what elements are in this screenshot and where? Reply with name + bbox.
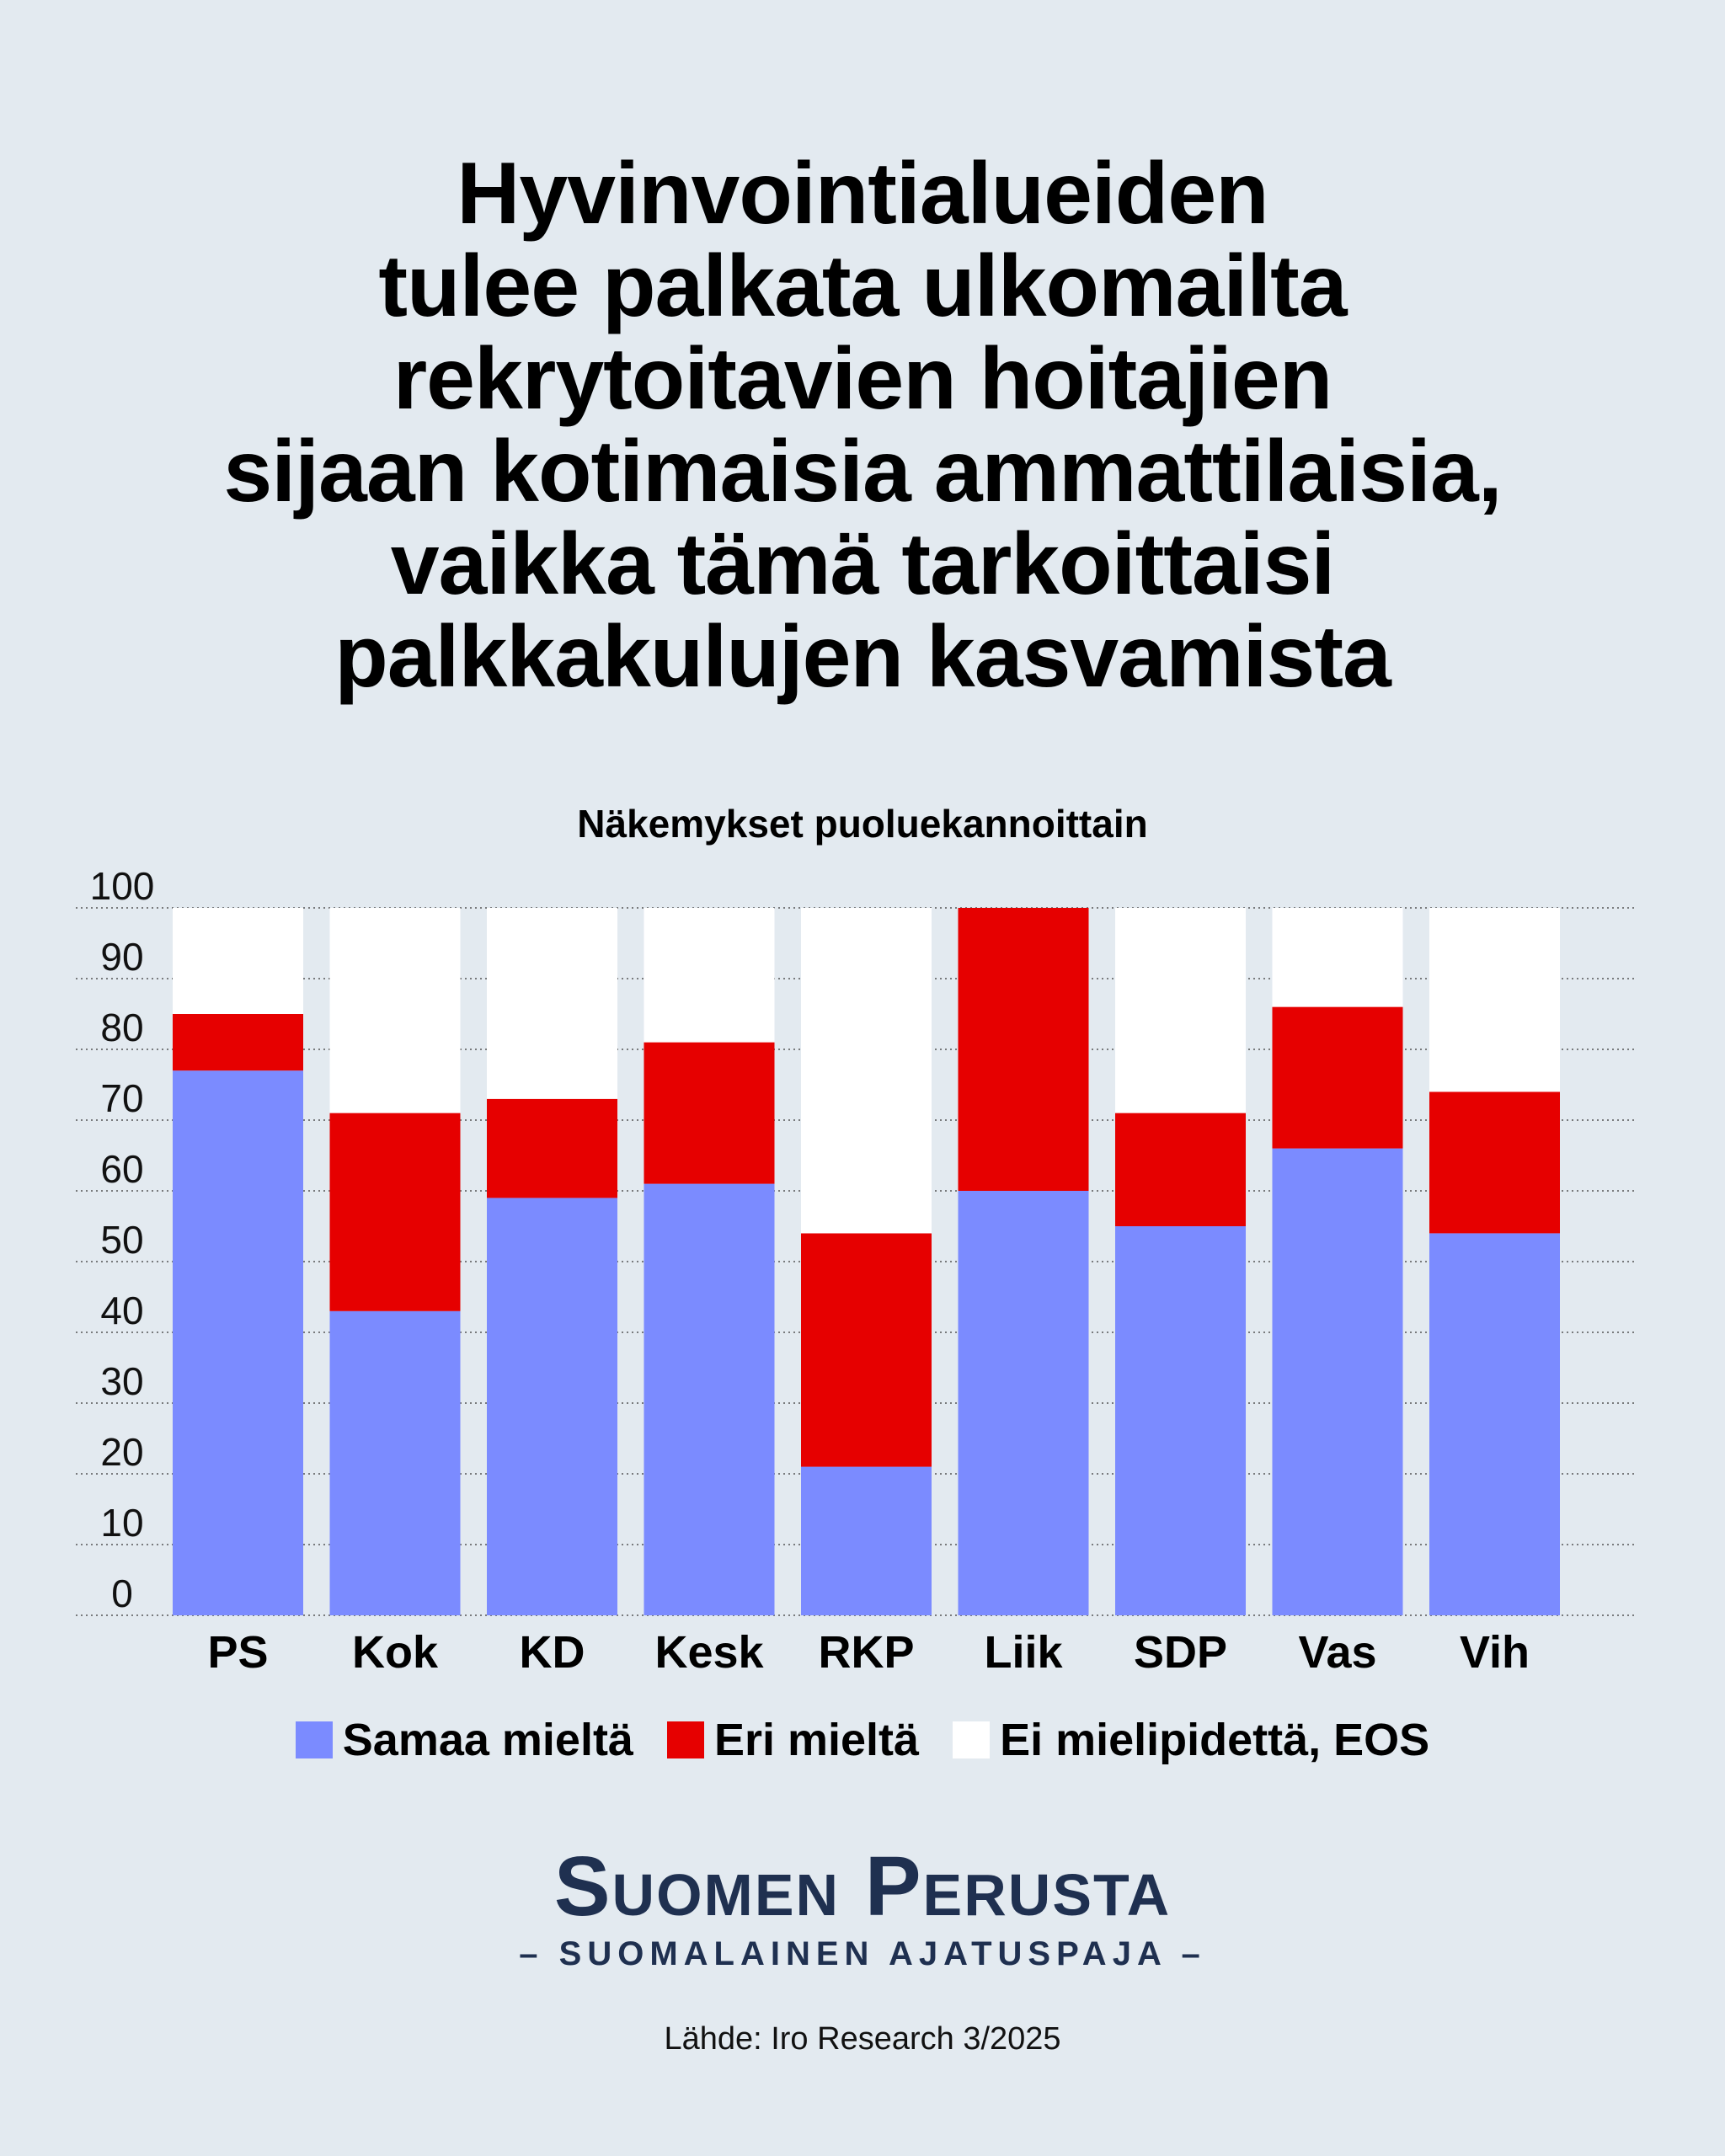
- bar-segment: [1429, 1233, 1560, 1615]
- bar-segment: [1272, 1006, 1403, 1149]
- bar-segment: [1272, 908, 1403, 1007]
- bar-segment: [173, 908, 303, 1014]
- bar-segment: [487, 1198, 617, 1615]
- y-tick-label: 30: [100, 1359, 143, 1403]
- bar-segment: [644, 1183, 775, 1615]
- bar-segment: [801, 1466, 932, 1615]
- brand-tagline: – SUOMALAINEN AJATUSPAJA –: [519, 1935, 1206, 1972]
- y-tick-label: 10: [100, 1501, 143, 1545]
- y-tick-label: 100: [90, 864, 155, 908]
- bars: [173, 908, 1560, 1615]
- title-line: palkkakulujen kasvamista: [334, 608, 1391, 706]
- bar-segment: [801, 1233, 932, 1467]
- y-tick-label: 50: [100, 1218, 143, 1262]
- bar-segment: [801, 908, 932, 1234]
- bar-segment: [644, 1042, 775, 1184]
- legend-item-samaa: Samaa mieltä: [295, 1714, 633, 1766]
- y-tick-label: 60: [100, 1147, 143, 1191]
- y-tick-label: 90: [100, 935, 143, 979]
- x-tick-label: KD: [520, 1627, 585, 1678]
- legend-item-eos: Ei mielipidettä, EOS: [953, 1714, 1429, 1766]
- title-line: rekrytoitavien hoitajien: [393, 330, 1333, 428]
- y-tick-label: 20: [100, 1430, 143, 1474]
- bar-segment: [1429, 908, 1560, 1092]
- x-tick-label: Kesk: [654, 1627, 764, 1678]
- brand-logo-text: Suomen Perusta: [553, 1839, 1172, 1934]
- legend: Samaa mieltä Eri mieltä Ei mielipidettä,…: [0, 1714, 1725, 1766]
- x-tick-label: Liik: [984, 1627, 1063, 1678]
- title-line: sijaan kotimaisia ammattilaisia,: [223, 423, 1502, 520]
- title-line: tulee palkata ulkomailta: [378, 237, 1347, 335]
- legend-item-eri: Eri mieltä: [666, 1714, 920, 1766]
- y-tick-label: 40: [100, 1289, 143, 1332]
- x-tick-label: RKP: [818, 1627, 914, 1678]
- legend-label-eri: Eri mieltä: [713, 1715, 920, 1765]
- legend-swatch-samaa: [295, 1721, 333, 1758]
- legend-label-samaa: Samaa mieltä: [342, 1715, 633, 1765]
- bar-segment: [173, 1014, 303, 1071]
- stacked-bar-chart: 0 10 20 30 40 50 60 70 80 90 100 PS Kok KD Kesk RKP Liik…: [76, 864, 1634, 1678]
- bar-segment: [958, 908, 1089, 1191]
- bar-segment: [1272, 1148, 1403, 1615]
- bar-segment: [329, 908, 461, 1113]
- bar-segment: [644, 908, 775, 1043]
- bar-segment: [487, 908, 617, 1099]
- bar-segment: [1115, 908, 1246, 1113]
- x-tick-label: Vas: [1298, 1627, 1376, 1678]
- x-tick-label: SDP: [1134, 1627, 1227, 1678]
- bar-segment: [329, 1113, 461, 1311]
- legend-swatch-eos: [953, 1721, 991, 1758]
- legend-label-eos: Ei mielipidettä, EOS: [1000, 1715, 1430, 1765]
- chart-title: Hyvinvointialueiden tulee palkata ulkoma…: [0, 147, 1725, 703]
- chart-subtitle: Näkemykset puoluekannoittain: [577, 802, 1148, 846]
- title-line: Hyvinvointialueiden: [457, 145, 1268, 243]
- y-tick-label: 0: [111, 1572, 133, 1615]
- bar-segment: [329, 1310, 461, 1615]
- axis-labels: 0 10 20 30 40 50 60 70 80 90 100 PS Kok KD Kesk RKP Liik…: [90, 864, 1530, 1678]
- bar-segment: [487, 1098, 617, 1198]
- source-note: Lähde: Iro Research 3/2025: [664, 2021, 1061, 2057]
- legend-swatch-eri: [666, 1721, 704, 1758]
- y-tick-label: 70: [100, 1076, 143, 1120]
- x-tick-label: Kok: [352, 1627, 439, 1678]
- title-line: vaikka tämä tarkoittaisi: [390, 515, 1336, 613]
- bar-segment: [173, 1070, 303, 1615]
- bar-segment: [1429, 1091, 1560, 1234]
- x-tick-label: Vih: [1460, 1627, 1530, 1678]
- bar-segment: [1115, 1113, 1246, 1226]
- y-tick-label: 80: [100, 1006, 143, 1049]
- bar-segment: [958, 1191, 1089, 1615]
- x-tick-label: PS: [207, 1627, 268, 1678]
- bar-segment: [1115, 1226, 1246, 1615]
